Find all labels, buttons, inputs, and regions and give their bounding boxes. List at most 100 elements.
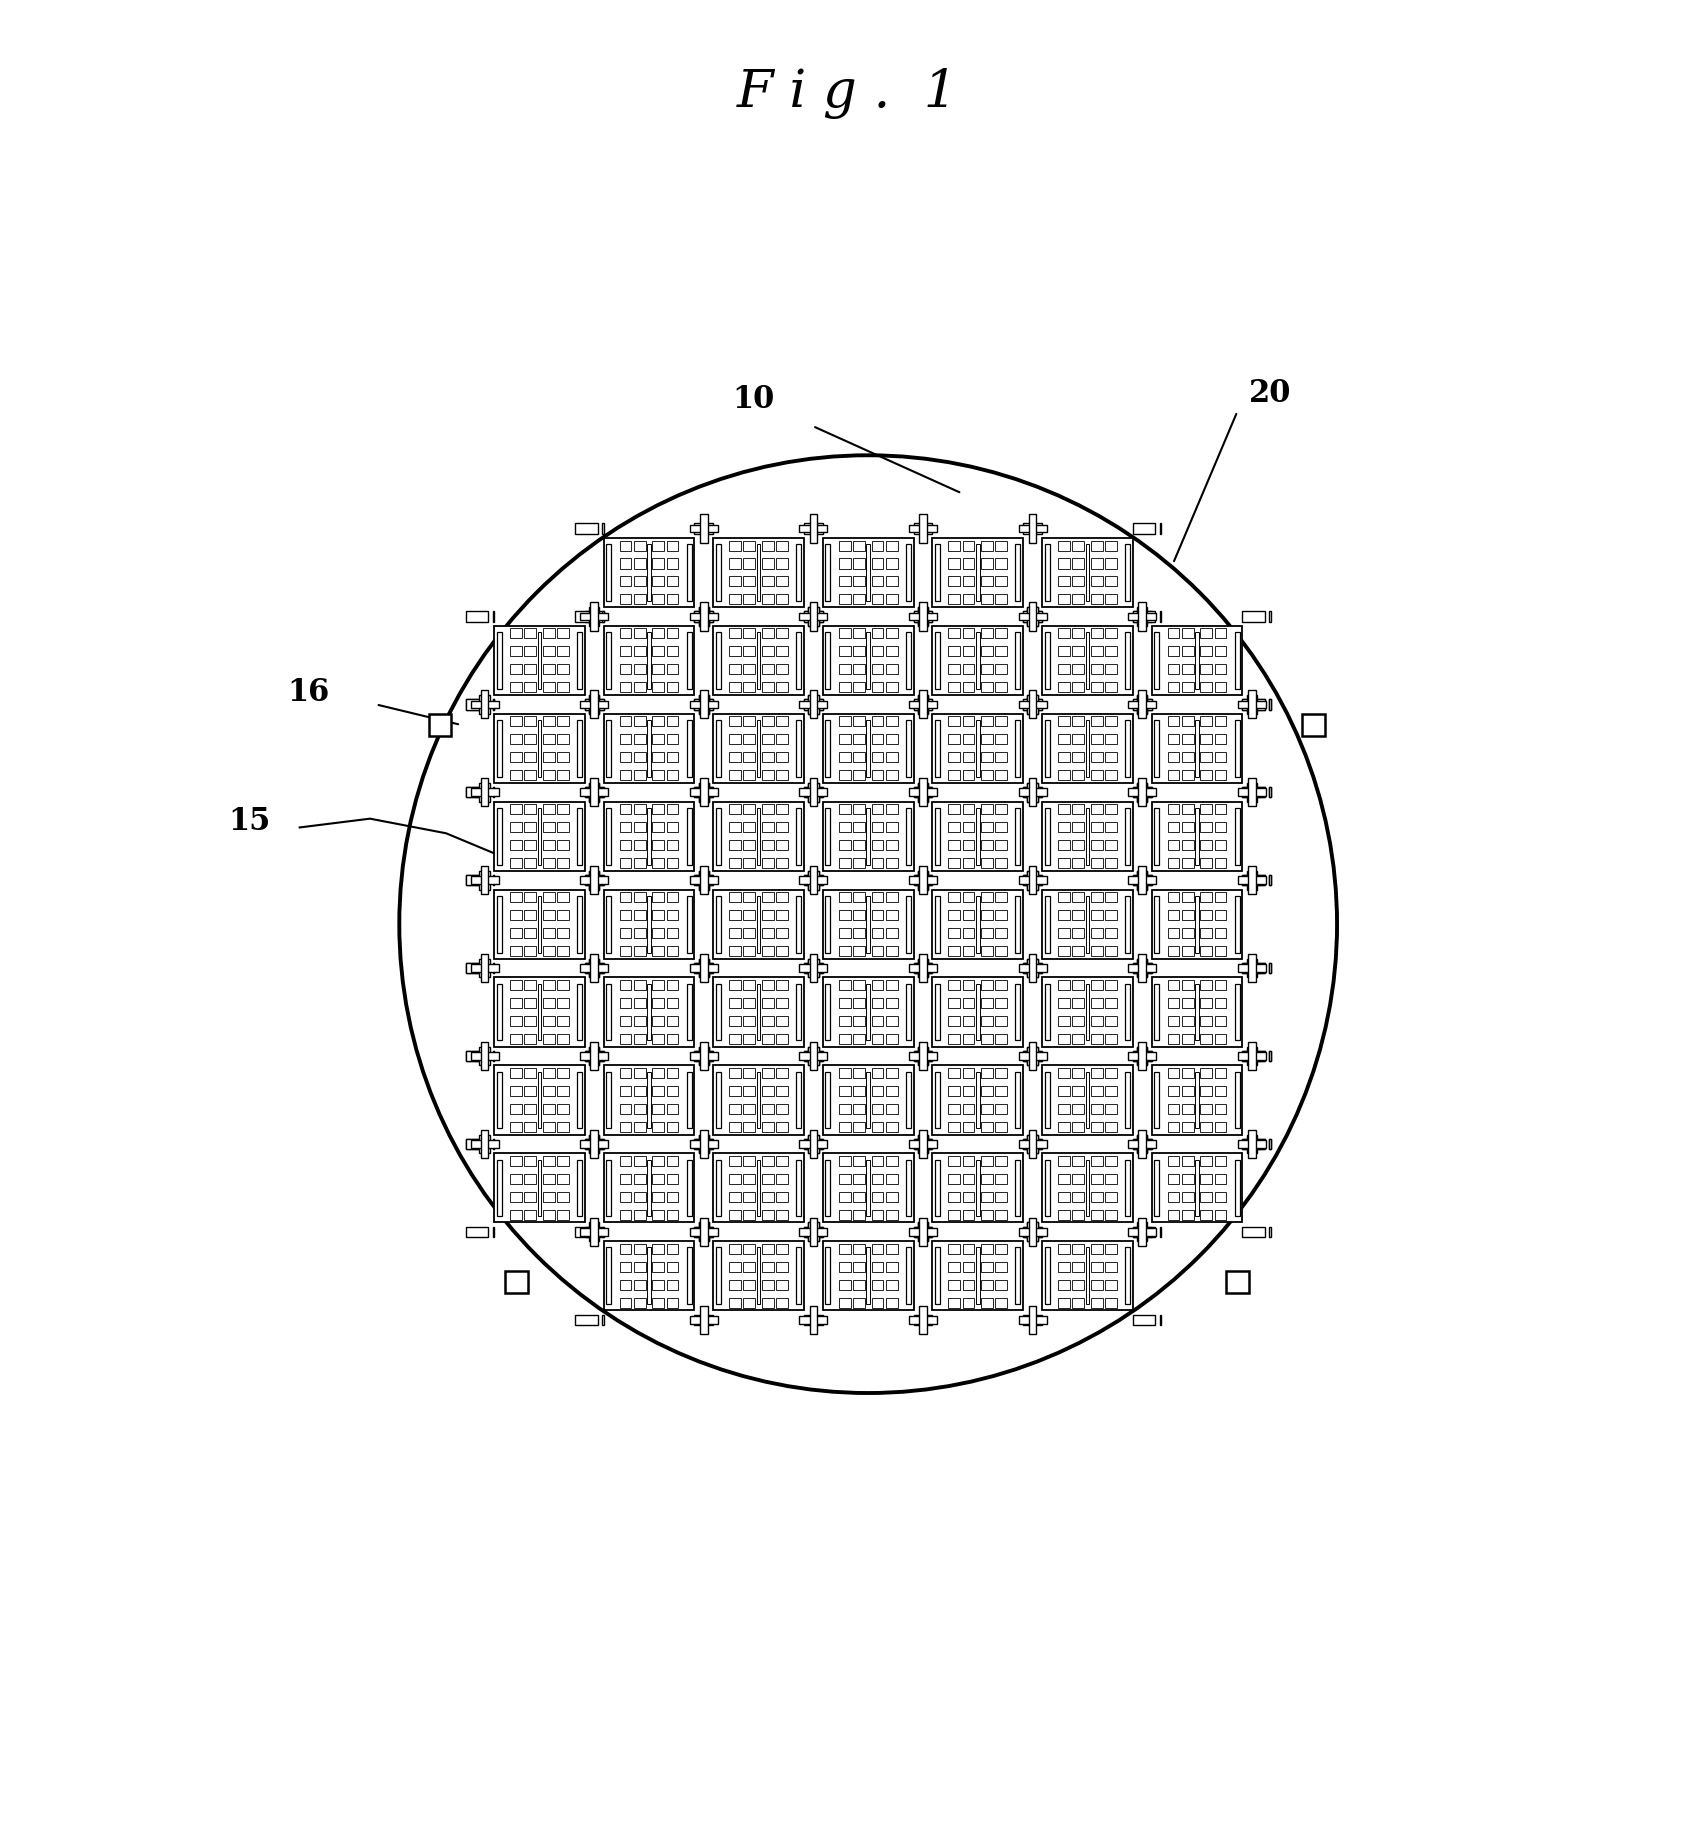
Bar <box>1028 1047 1038 1065</box>
Bar <box>666 558 678 569</box>
Bar <box>1242 611 1265 622</box>
Bar <box>557 646 569 657</box>
Bar <box>962 734 974 745</box>
Bar <box>839 840 850 851</box>
Bar <box>871 981 883 990</box>
Bar <box>962 840 974 851</box>
Bar <box>1167 822 1179 833</box>
Bar <box>698 783 708 802</box>
Bar <box>689 1052 718 1060</box>
Bar <box>1072 1085 1084 1096</box>
Bar <box>866 985 871 1041</box>
Bar <box>1242 1050 1265 1061</box>
Bar <box>1154 719 1159 776</box>
Bar <box>652 1210 664 1221</box>
Bar <box>1215 1034 1226 1045</box>
Bar <box>1104 1103 1116 1114</box>
Bar <box>634 683 645 692</box>
Bar <box>1167 1122 1179 1133</box>
Bar <box>542 803 554 814</box>
Bar <box>429 714 452 736</box>
Bar <box>1196 1072 1199 1129</box>
Bar <box>1104 752 1116 763</box>
Bar <box>854 576 866 586</box>
Bar <box>634 1157 645 1166</box>
Bar <box>1091 683 1103 692</box>
Bar <box>652 1279 664 1290</box>
Bar <box>1059 981 1071 990</box>
Bar <box>634 803 645 814</box>
Bar <box>495 977 584 1047</box>
Bar <box>1059 840 1071 851</box>
Bar <box>579 701 608 708</box>
Bar <box>728 558 740 569</box>
Bar <box>496 631 501 688</box>
Bar <box>698 871 708 889</box>
Bar <box>1182 981 1194 990</box>
Bar <box>523 910 535 920</box>
Bar <box>854 628 866 639</box>
Bar <box>1023 875 1042 886</box>
Bar <box>1086 1248 1089 1305</box>
Bar <box>1182 910 1194 920</box>
Bar <box>866 544 871 600</box>
Bar <box>1028 1047 1038 1065</box>
Bar <box>1091 558 1103 569</box>
Bar <box>1072 1210 1084 1221</box>
Bar <box>962 803 974 814</box>
Bar <box>981 946 993 955</box>
Bar <box>808 783 818 802</box>
Bar <box>839 716 850 727</box>
Bar <box>1167 752 1179 763</box>
Bar <box>854 1279 866 1290</box>
Bar <box>634 1085 645 1096</box>
Bar <box>603 802 695 871</box>
Bar <box>634 558 645 569</box>
Bar <box>910 877 937 884</box>
Bar <box>935 985 940 1041</box>
Bar <box>1015 719 1020 776</box>
Bar <box>620 1069 632 1078</box>
Bar <box>762 1173 774 1184</box>
Bar <box>776 1122 788 1133</box>
Bar <box>634 1263 645 1272</box>
Bar <box>762 822 774 833</box>
Bar <box>1018 613 1047 620</box>
Bar <box>542 664 554 675</box>
Bar <box>1133 787 1152 798</box>
Bar <box>996 595 1008 604</box>
Bar <box>510 1034 522 1045</box>
Bar <box>808 959 818 977</box>
Bar <box>647 1160 650 1217</box>
Bar <box>1201 1210 1213 1221</box>
Bar <box>1215 664 1226 675</box>
Bar <box>996 1157 1008 1166</box>
Bar <box>471 1140 498 1147</box>
Bar <box>796 807 801 864</box>
Bar <box>728 1034 740 1045</box>
Bar <box>762 928 774 939</box>
Bar <box>686 897 691 952</box>
Bar <box>1137 959 1147 977</box>
Bar <box>744 1085 756 1096</box>
Bar <box>913 787 932 798</box>
Bar <box>537 1160 540 1217</box>
Bar <box>1018 701 1047 708</box>
Bar <box>808 695 818 714</box>
Bar <box>981 910 993 920</box>
Bar <box>949 716 960 727</box>
Bar <box>976 897 979 952</box>
Bar <box>666 822 678 833</box>
Bar <box>728 858 740 867</box>
Bar <box>996 946 1008 955</box>
Bar <box>762 1122 774 1133</box>
Bar <box>634 770 645 780</box>
Bar <box>962 1191 974 1202</box>
Bar <box>996 1279 1008 1290</box>
Bar <box>1104 822 1116 833</box>
Bar <box>620 946 632 955</box>
Bar <box>620 576 632 586</box>
Bar <box>1028 695 1038 714</box>
Bar <box>1182 893 1194 902</box>
Bar <box>1023 787 1042 798</box>
